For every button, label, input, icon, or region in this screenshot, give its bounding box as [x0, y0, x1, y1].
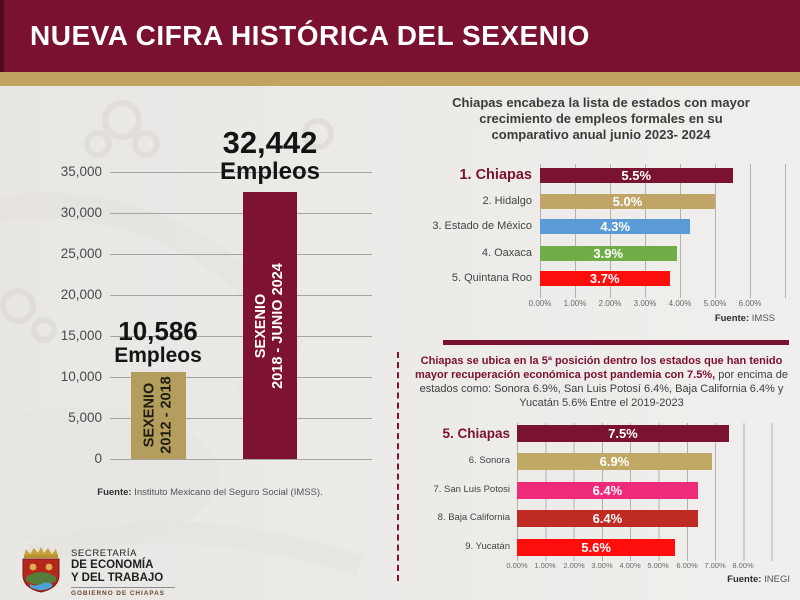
y-axis-tick: 0	[94, 451, 102, 466]
category-label-sonora: 6. Sonora	[468, 455, 510, 466]
y-axis-tick: 15,000	[60, 328, 102, 343]
logo-line-trabajo: Y DEL TRABAJO	[71, 571, 164, 584]
category-label-chiapas: 1. Chiapas	[459, 167, 532, 183]
bar-sonora: 6.9%	[517, 453, 712, 470]
x-axis-tick: 3.00%	[633, 299, 657, 308]
secretaria-logo-text: SECRETARÍA DE ECONOMÍA Y DEL TRABAJO GOB…	[71, 548, 201, 597]
x-axis-tick: 0.00%	[528, 299, 552, 308]
section-divider	[443, 340, 789, 345]
bar-chiapas-bottom: 7.5%	[517, 425, 729, 442]
x-axis-tick: 5.00%	[703, 299, 727, 308]
top-chart-title: Chiapas encabeza la lista de estados con…	[452, 95, 750, 142]
category-label-san-luis-potosi: 7. San Luis Potosi	[433, 484, 510, 495]
value-callout-32442: 32,442 Empleos	[219, 125, 321, 185]
source-inegi: Fuente: INEGI	[727, 574, 790, 585]
y-axis-tick: 30,000	[60, 205, 102, 220]
recovery-paragraph: Chiapas se ubica en la 5ª posición dentr…	[415, 355, 788, 409]
category-label-hidalgo: 2. Hidalgo	[482, 195, 532, 207]
x-axis-tick: 4.00%	[668, 299, 692, 308]
recovery-chart: 7.5% 6.9% 6.4% 6.4% 5.6%	[517, 423, 773, 561]
y-axis-tick: 35,000	[60, 164, 102, 179]
chiapas-coat-of-arms	[22, 547, 60, 593]
logo-line-secretaria: SECRETARÍA	[71, 548, 138, 559]
header-left-edge	[0, 0, 4, 72]
x-axis-tick: 7.00%	[704, 561, 726, 570]
x-axis-tick: 6.00%	[676, 561, 698, 570]
category-label-chiapas-5: 5. Chiapas	[442, 426, 510, 441]
category-label-quintana-roo: 5. Quintana Roo	[451, 272, 532, 284]
x-axis-tick: 5.00%	[647, 561, 669, 570]
bar-sexenio-2012-2018: SEXENIO 2012 - 2018	[131, 371, 186, 459]
category-label-edomex: 3. Estado de México	[432, 220, 532, 232]
x-axis-tick: 0.00%	[506, 561, 528, 570]
bar-yucatan: 5.6%	[517, 539, 676, 556]
y-axis-tick: 20,000	[60, 287, 102, 302]
x-axis-tick: 2.00%	[563, 561, 585, 570]
page-title: NUEVA CIFRA HISTÓRICA DEL SEXENIO	[30, 20, 590, 51]
bar-san-luis-potosi: 6.4%	[517, 482, 698, 499]
category-label-yucatan: 9. Yucatán	[465, 541, 510, 552]
logo-divider-line	[71, 587, 175, 588]
sexenio-bar-chart: SEXENIO 2012 - 2018 SEXENIO 2018 - JUNIO…	[110, 172, 372, 460]
source-imss-long: Fuente: Instituto Mexicano del Seguro So…	[97, 487, 323, 498]
x-axis-tick: 4.00%	[619, 561, 641, 570]
source-imss: Fuente: IMSS	[714, 313, 775, 324]
value-callout-10586: 10,586 Empleos	[114, 316, 202, 367]
y-axis-tick: 5,000	[68, 410, 102, 425]
bar-label-sexenio-2018-2024: SEXENIO 2018 - JUNIO 2024	[253, 262, 286, 389]
y-axis-tick: 25,000	[60, 246, 102, 261]
x-axis-tick: 6.00%	[738, 299, 762, 308]
logo-line-economia: DE ECONOMÍA	[71, 559, 154, 571]
bar-baja-california: 6.4%	[517, 510, 698, 527]
category-label-oaxaca: 4. Oaxaca	[481, 247, 532, 259]
bar-edomex: 4.3%	[540, 219, 691, 234]
x-axis-tick: 8.00%	[732, 561, 754, 570]
y-axis-tick: 10,000	[60, 369, 102, 384]
category-label-baja-california: 8. Baja California	[437, 512, 510, 523]
bar-sexenio-2018-2024: SEXENIO 2018 - JUNIO 2024	[243, 192, 297, 459]
dashed-divider	[397, 352, 399, 581]
gold-band	[0, 72, 800, 86]
x-axis-tick: 2.00%	[598, 299, 622, 308]
bar-hidalgo: 5.0%	[540, 194, 715, 209]
x-axis-tick: 3.00%	[591, 561, 613, 570]
bar-quintana-roo: 3.7%	[540, 271, 670, 286]
bar-chiapas-top: 5.5%	[540, 168, 733, 183]
bar-label-sexenio-2012-2018: SEXENIO 2012 - 2018	[141, 376, 175, 455]
header-banner: NUEVA CIFRA HISTÓRICA DEL SEXENIO	[0, 0, 800, 72]
states-growth-chart: 5.5% 5.0% 4.3% 3.9% 3.7%	[540, 164, 786, 298]
bar-oaxaca: 3.9%	[540, 246, 677, 261]
x-axis-tick: 1.00%	[534, 561, 556, 570]
x-axis-tick: 1.00%	[563, 299, 587, 308]
logo-line-gobierno: GOBIERNO DE CHIAPAS	[71, 590, 165, 597]
